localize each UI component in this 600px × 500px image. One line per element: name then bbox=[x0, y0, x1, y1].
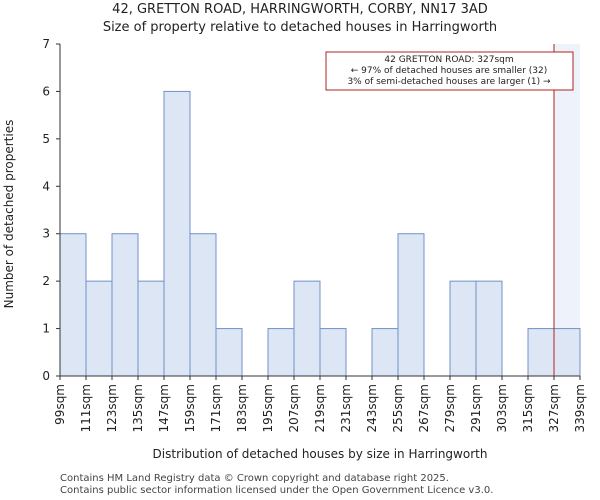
histogram-bar bbox=[163, 90, 191, 377]
x-tick-label: 231sqm bbox=[339, 384, 353, 432]
x-tick-label: 123sqm bbox=[105, 384, 119, 432]
highlight-region bbox=[554, 44, 580, 376]
x-axis-label: Distribution of detached houses by size … bbox=[153, 447, 488, 461]
histogram-bar bbox=[475, 280, 503, 377]
x-tick-label: 159sqm bbox=[183, 384, 197, 432]
y-tick-label: 3 bbox=[42, 227, 50, 241]
histogram-bar bbox=[189, 233, 217, 377]
x-tick-label: 339sqm bbox=[573, 384, 587, 432]
x-tick-label: 267sqm bbox=[417, 384, 431, 432]
y-tick-label: 6 bbox=[42, 84, 50, 98]
chart-title: 42, GRETTON ROAD, HARRINGWORTH, CORBY, N… bbox=[112, 2, 488, 17]
y-tick-label: 4 bbox=[42, 179, 50, 193]
y-tick-label: 7 bbox=[42, 37, 50, 51]
annotation-line-1: 42 GRETTON ROAD: 327sqm bbox=[384, 55, 513, 65]
x-tick-label: 147sqm bbox=[157, 384, 171, 432]
x-tick-label: 111sqm bbox=[79, 384, 93, 432]
histogram-bar bbox=[527, 328, 555, 377]
x-tick-label: 255sqm bbox=[391, 384, 405, 432]
chart-subtitle: Size of property relative to detached ho… bbox=[102, 20, 498, 35]
annotation-line-2: ← 97% of detached houses are smaller (32… bbox=[351, 66, 548, 76]
histogram-bar bbox=[267, 328, 295, 377]
y-tick-label: 0 bbox=[42, 369, 50, 383]
x-tick-label: 207sqm bbox=[287, 384, 301, 432]
x-tick-label: 183sqm bbox=[235, 384, 249, 432]
x-tick-label: 279sqm bbox=[443, 384, 457, 432]
histogram-bar bbox=[293, 280, 321, 377]
x-tick-label: 195sqm bbox=[261, 384, 275, 432]
histogram-bar bbox=[553, 328, 581, 377]
histogram-bar bbox=[215, 328, 243, 377]
x-tick-label: 327sqm bbox=[547, 384, 561, 432]
y-tick-label: 2 bbox=[42, 274, 50, 288]
histogram-bar bbox=[449, 280, 477, 377]
x-tick-label: 219sqm bbox=[313, 384, 327, 432]
x-tick-label: 99sqm bbox=[53, 384, 67, 425]
x-tick-label: 315sqm bbox=[521, 384, 535, 432]
y-tick-label: 1 bbox=[42, 322, 50, 336]
histogram-bar bbox=[371, 328, 399, 377]
histogram-bar bbox=[137, 280, 165, 377]
x-tick-label: 243sqm bbox=[365, 384, 379, 432]
annotation-box bbox=[325, 51, 574, 91]
footer-copyright: Contains HM Land Registry data © Crown c… bbox=[60, 473, 449, 484]
footer-licence: Contains public sector information licen… bbox=[60, 485, 494, 496]
histogram-bar bbox=[111, 233, 139, 377]
x-tick-label: 171sqm bbox=[209, 384, 223, 432]
x-tick-label: 135sqm bbox=[131, 384, 145, 432]
y-axis-label: Number of detached properties bbox=[2, 120, 16, 309]
histogram-bar bbox=[85, 280, 113, 377]
histogram-bar bbox=[319, 328, 347, 377]
x-tick-label: 303sqm bbox=[495, 384, 509, 432]
histogram-bar bbox=[59, 233, 87, 377]
histogram-bar bbox=[397, 233, 425, 377]
y-tick-label: 5 bbox=[42, 132, 50, 146]
x-tick-label: 291sqm bbox=[469, 384, 483, 432]
annotation-line-3: 3% of semi-detached houses are larger (1… bbox=[347, 77, 551, 87]
